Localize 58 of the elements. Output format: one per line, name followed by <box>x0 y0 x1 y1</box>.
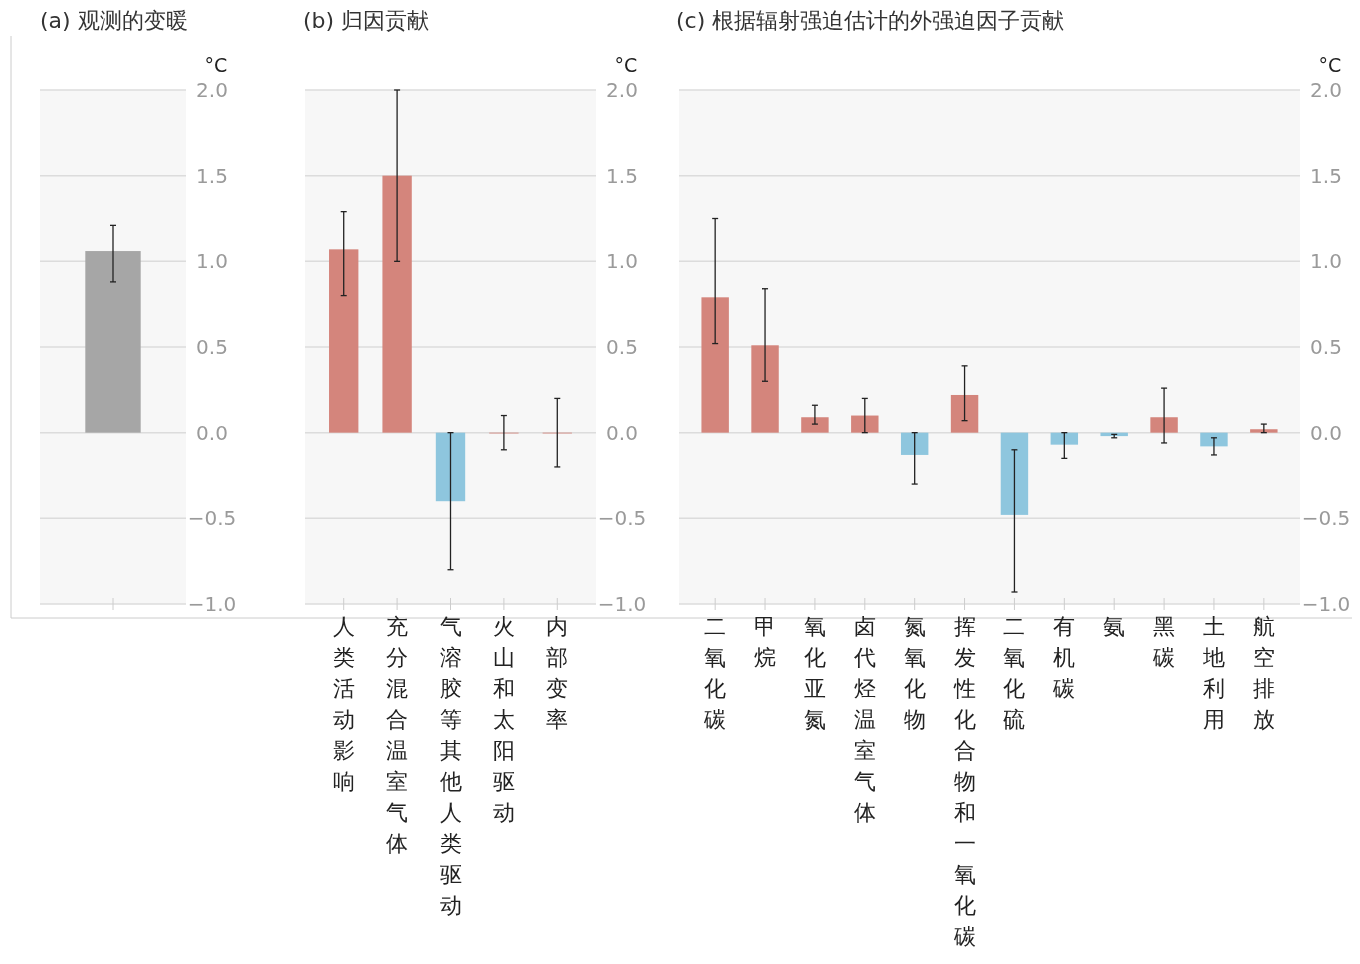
bar <box>1050 432 1079 445</box>
x-tick-label: 内部变率 <box>546 614 569 732</box>
x-tick-label: 甲烷 <box>754 614 777 670</box>
y-axis-title: °C <box>614 54 638 76</box>
bar <box>701 297 729 433</box>
y-axis-title: °C <box>1318 54 1342 76</box>
x-tick-label: 二氧化硫 <box>1003 614 1026 732</box>
y-tick-label: 2.0 <box>1310 78 1342 102</box>
x-tick-label: 航空排放 <box>1252 614 1275 732</box>
bar <box>950 394 979 433</box>
bar <box>900 432 929 455</box>
x-tick-label: 火山和太阳驱动 <box>492 614 515 825</box>
category-label: 挥发性化合物和一氧化碳 <box>953 614 976 949</box>
y-tick-label: −1.0 <box>1301 592 1351 616</box>
category-label: 气溶胶等其他人类驱动 <box>439 614 462 918</box>
x-tick-label: 黑碳 <box>1152 614 1176 670</box>
y-tick-label: 1.0 <box>606 249 638 274</box>
y-tick-label: 2.0 <box>606 78 638 102</box>
bar <box>851 415 879 433</box>
bar <box>329 249 359 433</box>
bar <box>435 432 466 502</box>
y-tick-label: −1.0 <box>187 592 237 616</box>
x-tick-label: 氧化亚氮 <box>803 614 826 732</box>
y-tick-label: 1.5 <box>196 163 228 188</box>
bar <box>1250 429 1278 433</box>
y-tick-label: 1.5 <box>1310 163 1342 188</box>
y-tick-label: −0.5 <box>597 506 647 531</box>
x-tick-label: 土地利用 <box>1201 614 1225 732</box>
bar <box>801 417 829 433</box>
y-tick-label: 1.0 <box>196 249 228 274</box>
bar <box>382 175 412 433</box>
x-tick-label: 人类活动影响 <box>332 614 355 794</box>
x-tick-label: 氮氧化物 <box>903 614 926 732</box>
x-tick-label: 充分混合温室气体 <box>386 614 409 856</box>
y-tick-label: 2.0 <box>196 78 228 102</box>
y-tick-label: 0.0 <box>606 420 638 445</box>
y-tick-label: −1.0 <box>597 592 647 616</box>
y-tick-label: 1.5 <box>606 163 638 188</box>
x-tick-label: 二氧化碳 <box>703 614 727 732</box>
bar <box>1000 432 1029 515</box>
bar <box>751 345 779 433</box>
x-tick-label: 有机碳 <box>1052 614 1076 701</box>
chart-title: (a) 观测的变暖 <box>40 8 188 33</box>
bar <box>1200 432 1228 447</box>
y-tick-label: 0.0 <box>1310 420 1342 445</box>
x-tick-label: 卤代烃温室气体 <box>852 614 876 825</box>
y-tick-label: 0.5 <box>196 335 228 359</box>
y-tick-label: −0.5 <box>1301 506 1351 531</box>
y-tick-label: 0.5 <box>1310 335 1342 359</box>
chart-title: (b) 归因贡献 <box>303 8 430 33</box>
bar <box>1150 417 1178 433</box>
chart-title: (c) 根据辐射强迫估计的外强迫因子贡献 <box>676 8 1065 33</box>
y-axis-title: °C <box>204 54 228 76</box>
x-tick-label: 氨 <box>1103 614 1126 639</box>
y-tick-label: 0.5 <box>606 335 638 359</box>
y-tick-label: 0.0 <box>196 420 228 445</box>
y-tick-label: 1.0 <box>1310 249 1342 274</box>
y-tick-label: −0.5 <box>187 506 237 531</box>
